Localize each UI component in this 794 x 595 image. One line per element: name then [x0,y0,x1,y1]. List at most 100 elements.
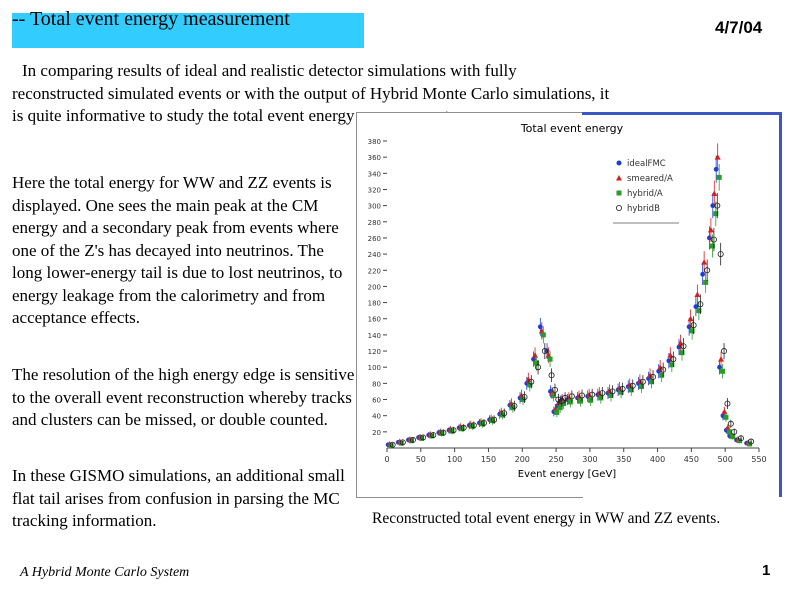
x-tick-label: 100 [447,455,462,464]
data-point [608,392,614,398]
data-point [717,251,724,258]
data-point [491,416,498,423]
data-point [588,397,594,403]
data-point [561,401,567,407]
data-point [599,390,606,397]
data-point [636,377,643,384]
data-point [429,433,435,439]
data-point [689,328,695,334]
data-point [398,440,404,446]
data-point [696,308,702,314]
x-tick-label: 550 [751,455,766,464]
data-point [399,439,406,446]
y-tick-label: 120 [368,348,381,356]
data-point [727,420,734,427]
data-point [748,438,755,445]
series-idealfmc [385,155,750,448]
data-point [649,379,655,385]
data-point [650,373,657,380]
data-point [628,387,634,393]
data-point [511,402,518,409]
data-point [521,394,528,401]
data-point [721,348,728,355]
data-point [548,372,555,379]
data-point [724,400,731,407]
data-point [440,429,447,436]
data-point [711,190,718,197]
data-point [713,211,719,217]
data-point [439,430,445,436]
y-tick-label: 280 [368,219,381,227]
data-point [609,388,616,395]
y-tick-label: 380 [368,138,381,146]
data-point [449,428,455,434]
data-point [555,396,562,403]
figure-caption: Reconstructed total event energy in WW a… [372,510,721,527]
intro-first-line: In comparing results of ideal and realis… [22,61,517,80]
slide-title: -- Total event energy measurement [12,8,290,30]
data-point [704,267,711,274]
data-point [557,405,563,411]
data-point [714,154,721,160]
data-point [694,291,701,297]
data-point [690,322,697,329]
x-tick-label: 200 [515,455,530,464]
data-point [697,301,704,308]
x-tick-label: 400 [650,455,665,464]
y-tick-label: 160 [368,316,381,324]
data-point [710,236,717,243]
chart-axes: 0 50 100 150 200 250 300 350 400 450 500 550 20 40 60 8… [368,138,767,464]
data-point [550,392,556,398]
legend-label: idealFMC [627,159,666,169]
data-point [535,364,542,371]
y-tick-label: 20 [372,429,381,437]
y-tick-label: 180 [368,300,381,308]
data-point [430,432,437,439]
data-point [687,315,694,322]
data-point [480,419,487,426]
data-point [510,405,516,411]
data-point [534,360,540,366]
data-point [677,339,684,346]
data-point [420,434,427,441]
y-tick-label: 320 [368,186,381,194]
data-point [554,409,560,415]
chart-legend: idealFMC smeared/A hybrid/A hybridB [613,159,679,224]
data-point [598,395,604,401]
data-point [460,424,467,431]
data-point [618,389,624,395]
slide-date: 4/7/04 [715,18,763,37]
legend-label: hybridB [627,204,660,214]
legend-marker [616,160,622,166]
data-point [647,372,654,378]
x-tick-label: 350 [616,455,631,464]
x-tick-label: 250 [548,455,563,464]
y-tick-label: 220 [368,267,381,275]
data-point [419,435,425,441]
plot-frame [356,112,583,498]
data-point [568,393,575,400]
data-point [714,202,721,209]
data-point [730,434,736,440]
data-point [701,259,708,265]
data-point [703,279,709,285]
data-point [720,368,726,374]
data-point [659,372,665,378]
x-tick-label: 50 [416,455,426,464]
data-point [606,387,613,394]
data-point [540,332,546,338]
data-point [551,386,558,393]
data-point [679,350,685,356]
y-tick-label: 340 [368,170,381,178]
data-point [567,399,573,405]
data-point [731,428,738,435]
x-axis-label: Event energy [GeV] [518,469,616,480]
data-point [558,398,565,405]
x-tick-label: 450 [684,455,699,464]
data-point [579,392,586,399]
data-point [541,348,548,355]
legend-marker [615,205,622,212]
data-point [707,226,714,233]
y-tick-label: 200 [368,283,381,291]
data-point [737,435,744,442]
